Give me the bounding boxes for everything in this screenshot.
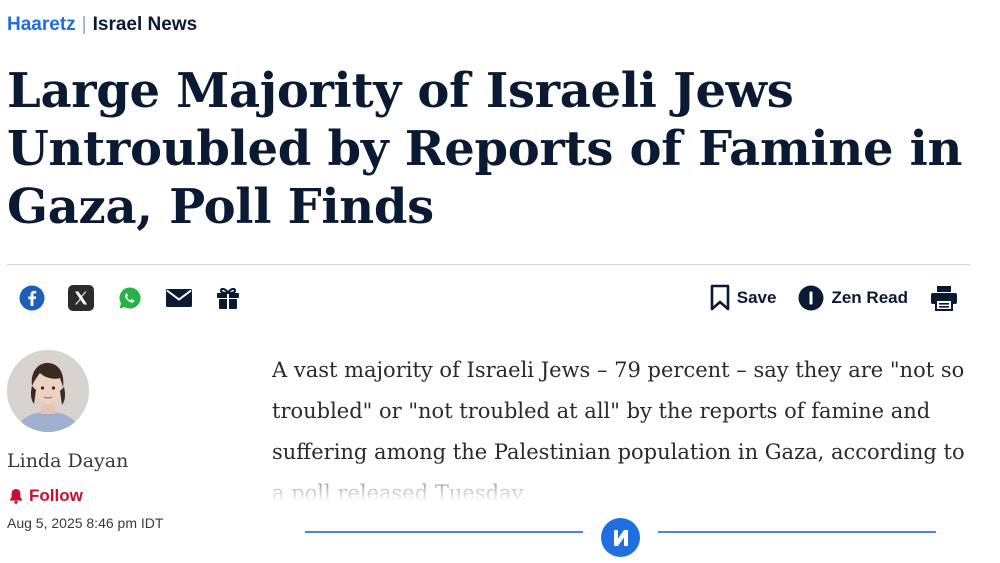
- publish-date: Aug 5, 2025 8:46 pm IDT: [7, 515, 164, 531]
- print-icon: [931, 286, 957, 311]
- article-lede: A vast majority of Israeli Jews – 79 per…: [272, 358, 965, 500]
- article-tools: Save Zen Read: [710, 284, 958, 312]
- article-headline: Large Majority of Israeli Jews Untrouble…: [7, 63, 963, 235]
- facebook-icon[interactable]: [17, 283, 47, 313]
- breadcrumb-section-link[interactable]: Israel News: [92, 14, 198, 35]
- zen-read-icon: [798, 285, 824, 311]
- save-label: Save: [736, 288, 777, 307]
- zen-read-button[interactable]: Zen Read: [798, 285, 908, 311]
- bookmark-icon: [710, 284, 730, 311]
- author-avatar[interactable]: [7, 350, 89, 432]
- breadcrumb: Haaretz | Israel News: [7, 14, 197, 36]
- zen-read-label: Zen Read: [831, 288, 908, 307]
- share-bar: [17, 283, 262, 313]
- gift-icon[interactable]: [213, 283, 243, 313]
- save-button[interactable]: Save: [710, 284, 777, 312]
- print-button[interactable]: [930, 285, 958, 311]
- haaretz-logo-icon: [601, 518, 640, 557]
- x-icon[interactable]: [66, 283, 96, 313]
- paywall-divider-right: [658, 531, 936, 533]
- paywall-divider-left: [305, 531, 583, 533]
- bell-icon: [10, 489, 22, 504]
- follow-label: Follow: [29, 486, 83, 505]
- breadcrumb-brand-link[interactable]: Haaretz: [7, 14, 76, 35]
- lede-fade-overlay: [262, 468, 982, 508]
- mail-icon[interactable]: [164, 283, 194, 313]
- follow-button[interactable]: Follow: [9, 486, 83, 506]
- breadcrumb-separator: |: [81, 14, 87, 35]
- whatsapp-icon[interactable]: [115, 283, 145, 313]
- header-divider: [7, 264, 970, 265]
- author-name[interactable]: Linda Dayan: [7, 450, 129, 472]
